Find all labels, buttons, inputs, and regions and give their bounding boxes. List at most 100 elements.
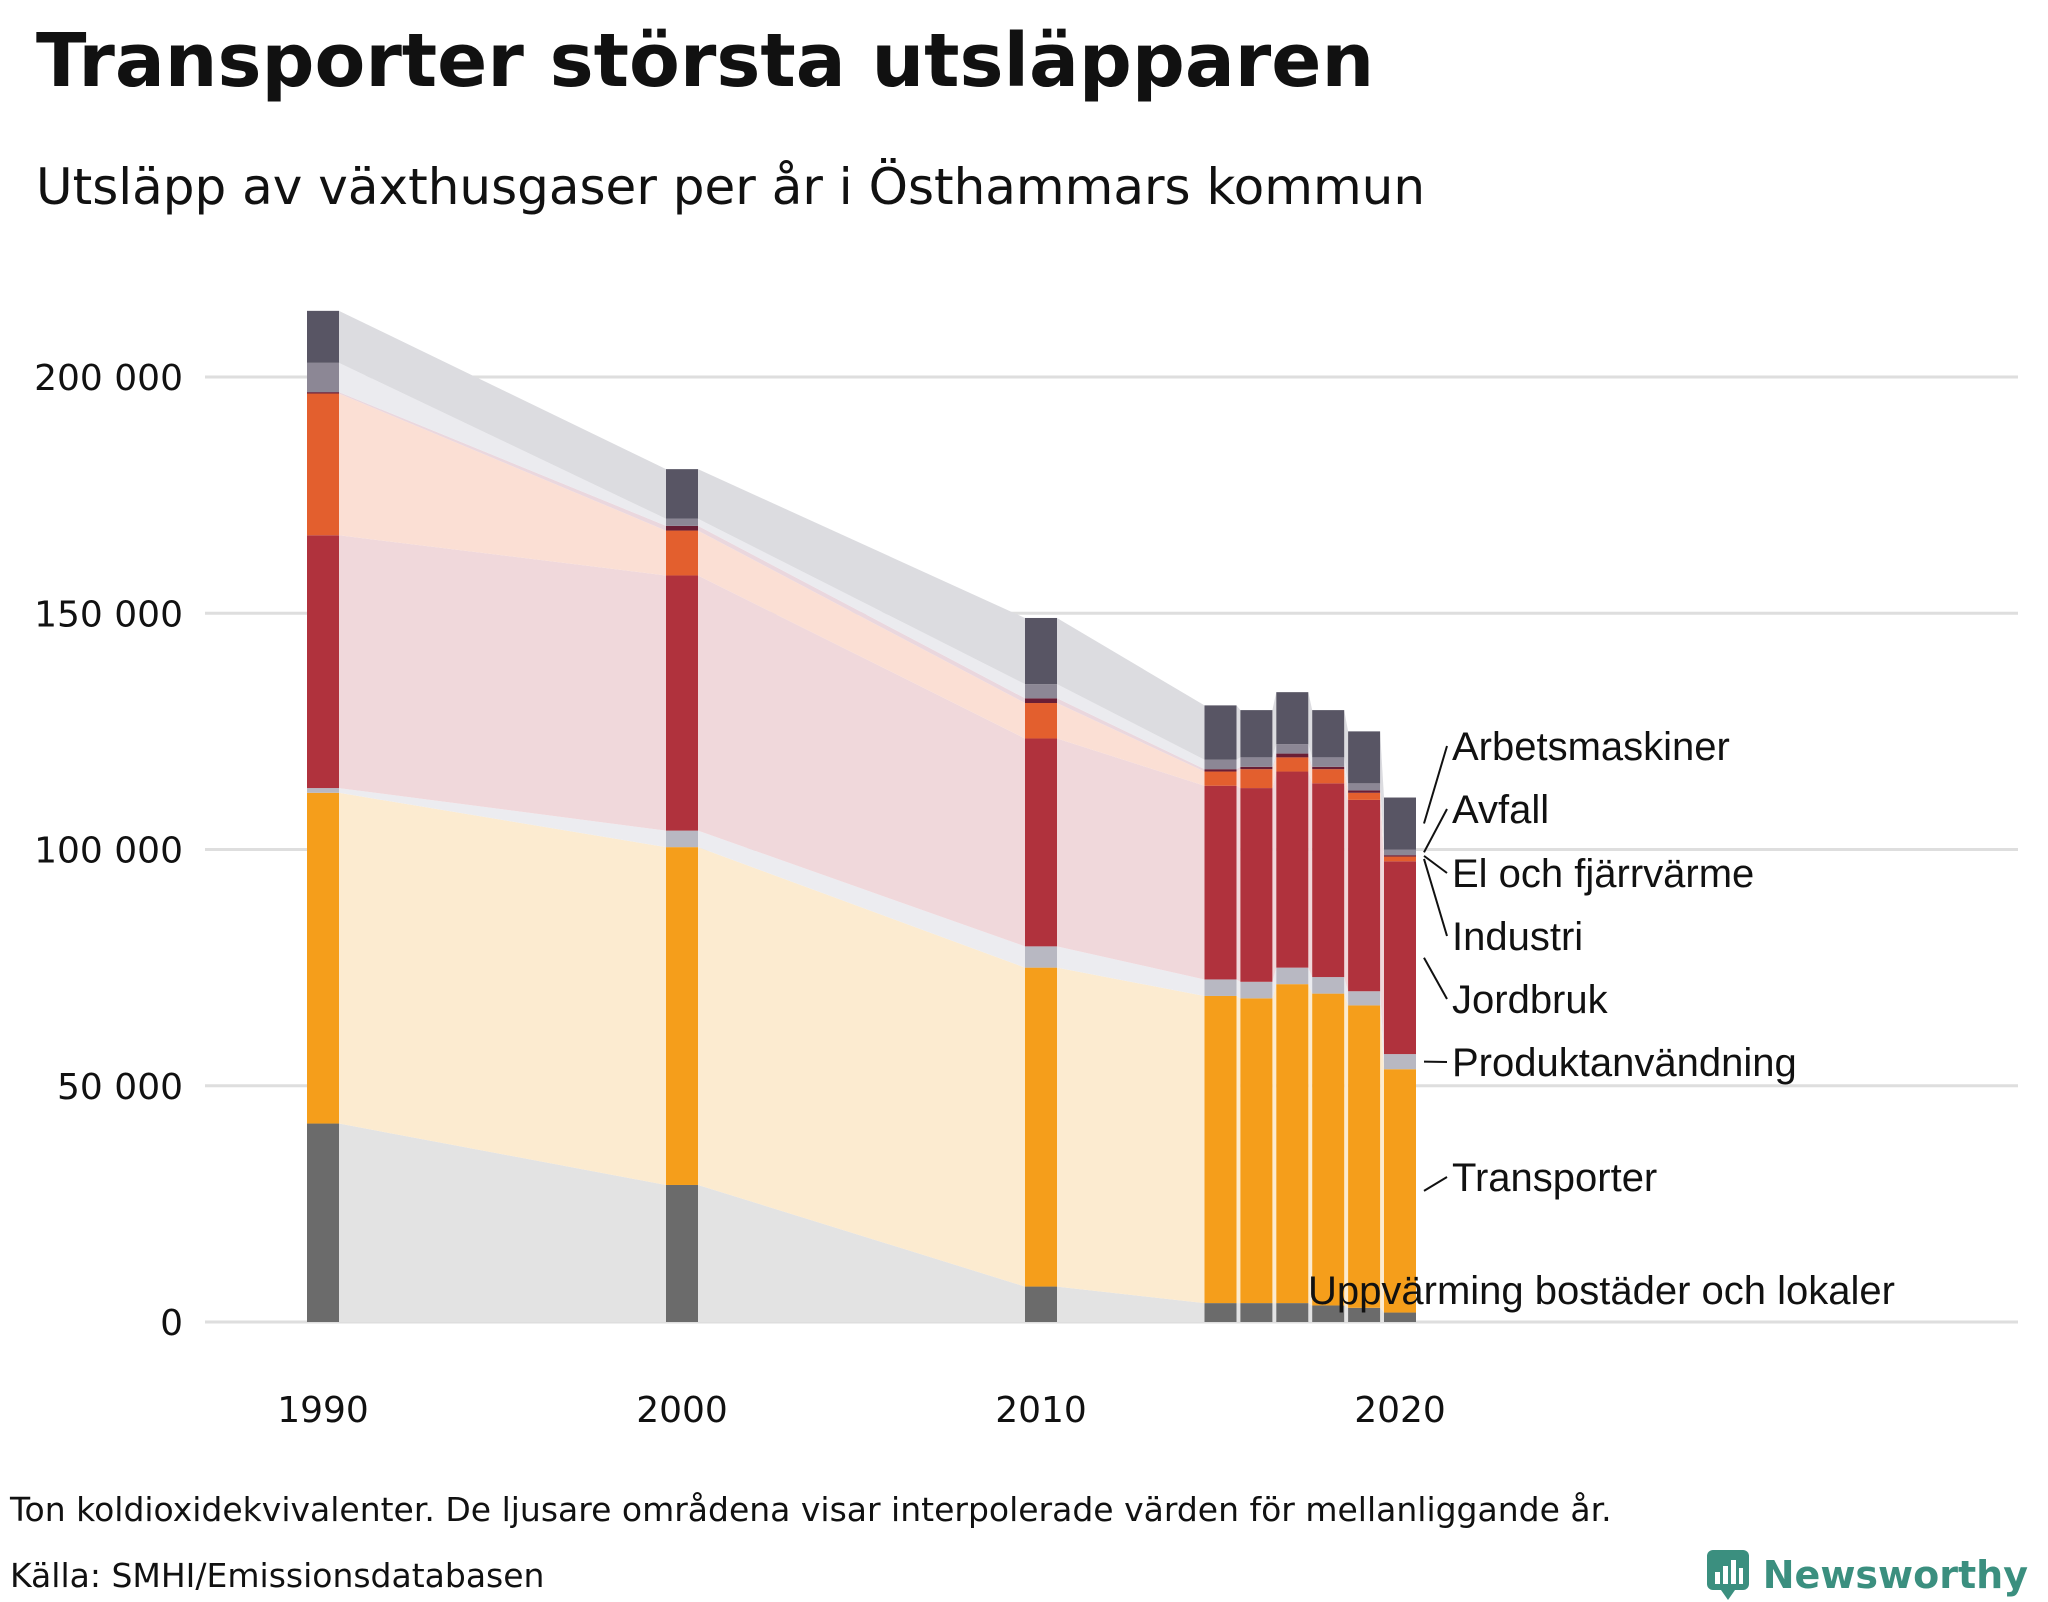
bar-2019-4 [1348,793,1380,800]
bar-2020-7 [1384,798,1416,850]
area-1-6 [1344,994,1348,1308]
area-0-4 [1272,1303,1276,1322]
y-tick-label: 50 000 [57,1067,183,1108]
bar-2017-1 [1276,984,1308,1303]
bar-1990-7 [307,311,339,363]
bar-2020-5 [1384,855,1416,856]
series-label: Uppvärming bostäder och lokaler [1308,1269,1895,1313]
bar-2015-6 [1205,760,1237,769]
bar-2019-7 [1348,731,1380,783]
bar-2020-3 [1384,861,1416,1054]
bar-2010-7 [1025,618,1057,684]
label-leader [1424,746,1447,824]
area-1-5 [1308,984,1312,1305]
bar-2017-3 [1276,772,1308,968]
area-1-0 [339,793,666,1185]
series-label: Industri [1452,915,1583,959]
bar-2016-6 [1240,757,1272,766]
bar-2015-4 [1205,772,1237,786]
area-3-5 [1308,772,1312,978]
y-tick-label: 100 000 [34,831,183,872]
area-3-4 [1272,772,1276,982]
bar-2020-2 [1384,1054,1416,1069]
area-7-3 [1237,705,1241,759]
x-tick-label: 2000 [636,1390,728,1431]
bar-2019-1 [1348,1005,1380,1307]
bar-2000-4 [666,531,698,576]
newsworthy-icon [1705,1548,1751,1602]
bar-2000-0 [666,1185,698,1322]
bar-2010-0 [1025,1287,1057,1322]
bar-2000-3 [666,575,698,830]
bar-2017-5 [1276,754,1308,758]
bar-2015-3 [1205,786,1237,980]
brand-name: Newsworthy [1763,1553,2028,1597]
bar-2016-3 [1240,788,1272,982]
bar-1990-4 [307,394,339,536]
brand-logo: Newsworthy [1705,1548,2028,1602]
bar-1990-0 [307,1124,339,1322]
bar-2017-4 [1276,757,1308,771]
bar-1990-5 [307,392,339,393]
footnote: Ton koldioxidekvivalenter. De ljusare om… [10,1490,1612,1529]
bar-2017-2 [1276,968,1308,985]
bar-2019-2 [1348,991,1380,1005]
bar-2018-1 [1312,994,1344,1306]
bar-2010-3 [1025,738,1057,946]
bar-2015-2 [1205,979,1237,996]
label-leader [1424,1177,1447,1191]
bar-2018-7 [1312,710,1344,757]
bar-2000-7 [666,469,698,519]
bar-1990-6 [307,363,339,392]
bar-2018-2 [1312,977,1344,994]
bar-2018-6 [1312,757,1344,766]
bar-2010-1 [1025,968,1057,1287]
bar-2020-4 [1384,857,1416,862]
bar-2010-4 [1025,703,1057,738]
bar-2019-6 [1348,783,1380,790]
label-leader [1424,958,1447,999]
y-tick-label: 0 [160,1303,183,1344]
area-2-3 [1237,979,1241,998]
bar-2017-7 [1276,692,1308,744]
bar-2019-3 [1348,800,1380,991]
area-3-3 [1237,786,1241,982]
series-label: Produktanvändning [1452,1041,1797,1085]
series-label: Arbetsmaskiner [1452,725,1730,769]
area-1-2 [1057,968,1205,1303]
area-3-6 [1344,783,1348,991]
bar-2020-0 [1384,1313,1416,1322]
bar-1990-2 [307,788,339,793]
area-0-3 [1237,1303,1241,1322]
bar-2018-3 [1312,783,1344,977]
bar-2016-1 [1240,998,1272,1303]
bar-2015-5 [1205,769,1237,771]
bar-2000-2 [666,831,698,848]
series-label: Transporter [1452,1156,1657,1200]
bar-2015-1 [1205,996,1237,1303]
bar-2015-7 [1205,705,1237,759]
bar-2016-5 [1240,767,1272,769]
bar-2016-7 [1240,710,1272,757]
source-note: Källa: SMHI/Emissionsdatabasen [10,1556,544,1595]
bar-2018-5 [1312,767,1344,769]
bar-2016-2 [1240,982,1272,999]
y-tick-label: 150 000 [34,594,183,635]
series-label: Avfall [1452,788,1549,832]
bar-1990-1 [307,793,339,1124]
series-label: El och fjärrvärme [1452,852,1754,896]
bar-1990-3 [307,535,339,788]
bar-2018-4 [1312,769,1344,783]
area-4-3 [1237,769,1241,788]
bar-2010-2 [1025,946,1057,967]
bar-2010-6 [1025,684,1057,698]
bar-2015-0 [1205,1303,1237,1322]
bar-2000-5 [666,526,698,531]
bar-2010-5 [1025,698,1057,703]
bar-2019-5 [1348,790,1380,792]
area-3-0 [339,535,666,830]
label-leader [1424,809,1447,852]
x-tick-label: 2020 [1354,1390,1446,1431]
series-label: Jordbruk [1452,978,1609,1022]
